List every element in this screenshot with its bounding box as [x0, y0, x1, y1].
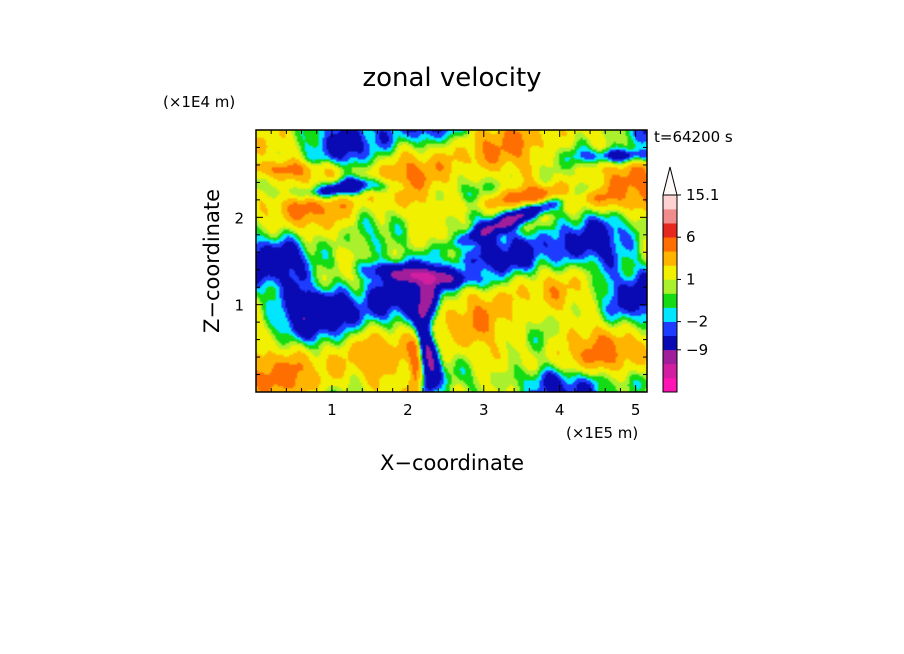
colorbar-swatch — [663, 349, 677, 365]
colorbar-label: −2 — [686, 313, 708, 331]
colorbar-swatch — [663, 363, 677, 379]
colorbar-frame — [662, 194, 678, 393]
x-tick-label: 5 — [631, 401, 641, 419]
colorbar-swatch — [663, 265, 677, 280]
y-axis-ticks: 12 — [234, 146, 647, 376]
y-tick-label: 2 — [234, 209, 244, 227]
plot-area — [256, 130, 647, 392]
colorbar-swatch — [663, 307, 677, 322]
x-unit-label: (×1E5 m) — [566, 424, 638, 442]
x-axis-label: X−coordinate — [380, 451, 524, 475]
colorbar-label: 15.1 — [686, 186, 719, 204]
colorbar-swatch — [663, 293, 677, 308]
plot-frame — [255, 129, 648, 393]
colorbar-swatch — [663, 335, 677, 351]
colorbar-swatch — [663, 195, 677, 210]
colorbar-extend-arrow — [662, 166, 678, 196]
colorbar-label: 1 — [686, 270, 696, 288]
x-tick-label: 4 — [555, 401, 565, 419]
x-tick-label: 3 — [479, 401, 489, 419]
time-label: t=64200 s — [654, 128, 733, 146]
colorbar-swatch — [663, 321, 677, 337]
colorbar-swatch — [663, 377, 677, 393]
colorbar-swatch — [663, 237, 677, 252]
colorbar-swatch — [663, 251, 677, 266]
chart-title: zonal velocity — [362, 63, 541, 93]
velocity-contour-field — [256, 130, 647, 392]
colorbar-swatch — [663, 209, 677, 224]
colorbar-label: 6 — [686, 228, 696, 246]
x-tick-label: 2 — [403, 401, 413, 419]
y-unit-label: (×1E4 m) — [163, 93, 235, 111]
colorbar-swatch — [663, 223, 677, 238]
x-axis-ticks: 1 2 3 4 5 — [270, 130, 641, 419]
y-axis-label: Z−coordinate — [200, 189, 224, 333]
colorbar-swatch — [663, 279, 677, 294]
y-tick-label: 1 — [234, 297, 244, 315]
colorbar-label: −9 — [686, 341, 708, 359]
x-tick-label: 1 — [327, 401, 337, 419]
colorbar: 15.1 6 1 −2 −9 — [662, 166, 719, 393]
